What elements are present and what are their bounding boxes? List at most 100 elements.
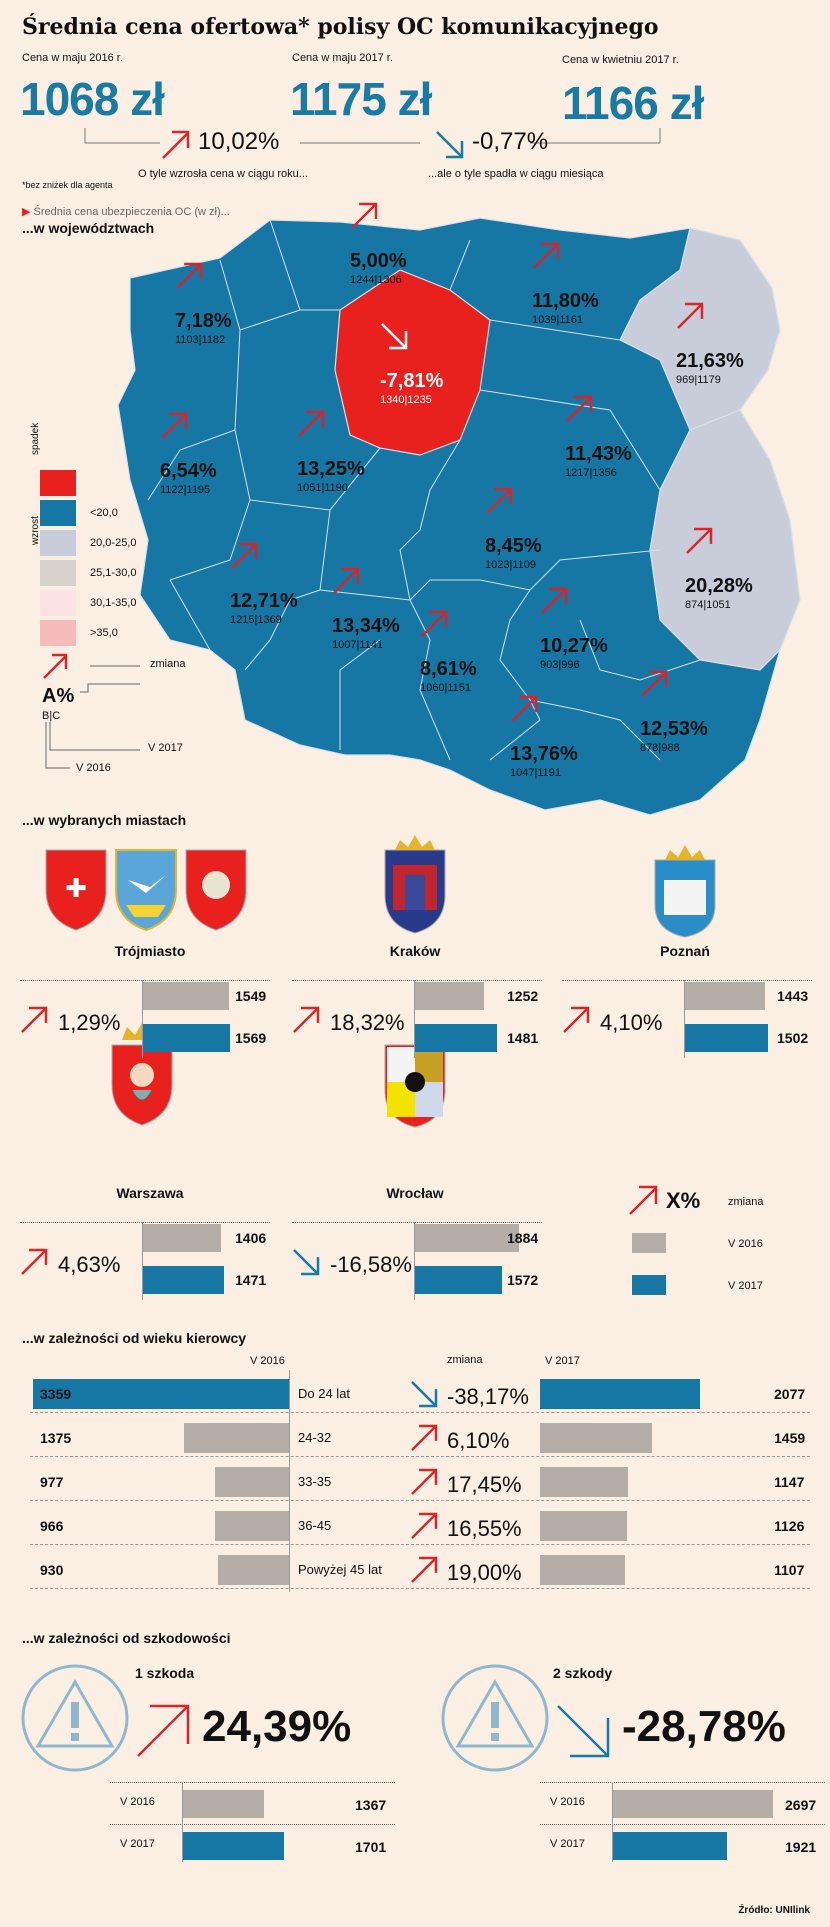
price-label-2016: Cena w maju 2016 r. (22, 52, 123, 64)
city-legend-pct: X% (666, 1188, 701, 1213)
value-v2016: 1406 (235, 1230, 267, 1246)
value-v2017: 1147 (774, 1474, 805, 1490)
legend-v2016: V 2016 (76, 762, 111, 774)
city-change: -16,58% (330, 1252, 412, 1277)
arrow-up-icon (21, 1006, 48, 1033)
divider (110, 1824, 395, 1825)
bar-v2017 (143, 1266, 225, 1294)
arrow-up-icon (629, 1185, 658, 1215)
label-v2016: V 2016 (120, 1796, 155, 1808)
claims-category: 2 szkody (553, 1665, 613, 1681)
region-change: 8,45% (485, 535, 542, 557)
price-value-apr-2017: 1166 zł (562, 77, 704, 129)
cities-heading: ...w wybranych miastach (22, 812, 187, 828)
value-v2017: 1107 (774, 1562, 805, 1578)
divider (414, 980, 415, 1058)
bar-v2016 (218, 1555, 289, 1585)
age-header-v2016: V 2016 (250, 1355, 285, 1367)
region-prices: 1060|1151 (420, 682, 471, 694)
value-v2017: 1572 (507, 1272, 539, 1288)
header-connectors (84, 128, 661, 159)
arrow-up-icon (333, 567, 360, 594)
legend-zmiana: zmiana (150, 658, 186, 670)
arrow-up-icon (411, 1512, 438, 1539)
bar-v2017 (415, 1024, 497, 1052)
divider (30, 1456, 810, 1457)
city-name: Trójmiasto (114, 943, 186, 959)
arrow-up-icon (511, 695, 538, 722)
label-v2017: V 2017 (120, 1838, 155, 1850)
age-group: 33-35 (298, 1474, 332, 1489)
region-prices: 1244|1306 (350, 274, 402, 286)
divider (562, 980, 812, 981)
legend-label: >35,0 (90, 627, 118, 639)
region-change: 7,18% (175, 310, 232, 332)
arrow-up-icon (293, 1006, 320, 1033)
footnote: *bez zniżek dla agenta (22, 180, 113, 190)
legend-swatch (40, 530, 76, 556)
arrow-up-icon (411, 1424, 438, 1451)
claims-heading: ...w zależności od szkodowości (22, 1630, 231, 1646)
bar-v2016 (685, 982, 765, 1010)
bar-v2017 (540, 1379, 700, 1409)
value-v2016: 977 (40, 1474, 64, 1490)
divider (30, 1500, 810, 1501)
arrow-up-icon (351, 202, 378, 229)
arrow-up-icon (21, 1248, 48, 1275)
divider (20, 1222, 270, 1223)
city-change: 18,32% (330, 1010, 405, 1035)
month-change: -0,77% (472, 128, 549, 155)
legend-label: 20,0-25,0 (90, 537, 137, 549)
region-change: 12,71% (230, 590, 298, 612)
warning-icon (441, 1664, 549, 1772)
value-v2017: 1569 (235, 1030, 267, 1046)
region-prices: 1023|1109 (485, 559, 536, 571)
legend-swatch (40, 470, 76, 496)
bar-v2016 (184, 1423, 289, 1453)
city-legend-marks (629, 1185, 666, 1295)
warning-icon (21, 1664, 129, 1772)
value-v2016: 3359 (40, 1386, 72, 1402)
value-v2016: 2697 (785, 1797, 817, 1813)
divider (292, 980, 542, 981)
region-prices: 969|1179 (676, 374, 721, 386)
arrow-up-icon (486, 487, 513, 514)
price-value-2017: 1175 zł (290, 73, 432, 125)
legend-swatch (40, 620, 76, 646)
region-prices: 1340|1235 (380, 394, 432, 406)
region-prices: 878|988 (640, 742, 680, 754)
divider (414, 1222, 415, 1300)
bar-v2017 (415, 1266, 502, 1294)
region-prices: 1007|1141 (332, 639, 383, 651)
region-light-e (649, 409, 801, 671)
age-header-v2017: V 2017 (545, 1355, 580, 1367)
age-group: 24-32 (298, 1430, 332, 1445)
city-name: Warszawa (116, 1185, 184, 1201)
arrow-down-icon (411, 1381, 438, 1408)
bar-v2017 (613, 1832, 727, 1860)
arrow-down-icon (381, 323, 408, 350)
legend-label: <20,0 (90, 507, 118, 519)
arrow-up-icon (541, 587, 568, 614)
age-change: 17,45% (447, 1472, 522, 1497)
divider (20, 980, 270, 981)
region-change: 11,80% (532, 290, 599, 312)
age-group: Powyżej 45 lat (298, 1562, 382, 1577)
value-v2016: 966 (40, 1518, 64, 1534)
value-v2017: 2077 (774, 1386, 806, 1402)
age-change: -38,17% (447, 1384, 529, 1409)
age-heading: ...w zależności od wieku kierowcy (22, 1330, 247, 1346)
region-change: 11,43% (565, 443, 632, 465)
value-v2016: 1252 (507, 988, 539, 1004)
value-v2017: 1502 (777, 1030, 809, 1046)
map-subtitle: ▶ Średnia cena ubezpieczenia OC (w zł)..… (22, 206, 230, 218)
bar-v2017 (540, 1467, 629, 1497)
legend-label: 30,1-35,0 (90, 597, 137, 609)
arrow-up-icon (176, 262, 203, 289)
bar-v2016 (415, 1224, 520, 1252)
divider (684, 980, 685, 1058)
arrow-up-icon (161, 412, 188, 439)
bar-v2017 (143, 1024, 230, 1052)
value-v2016: 1549 (235, 988, 267, 1004)
bar-v2016 (415, 982, 485, 1010)
